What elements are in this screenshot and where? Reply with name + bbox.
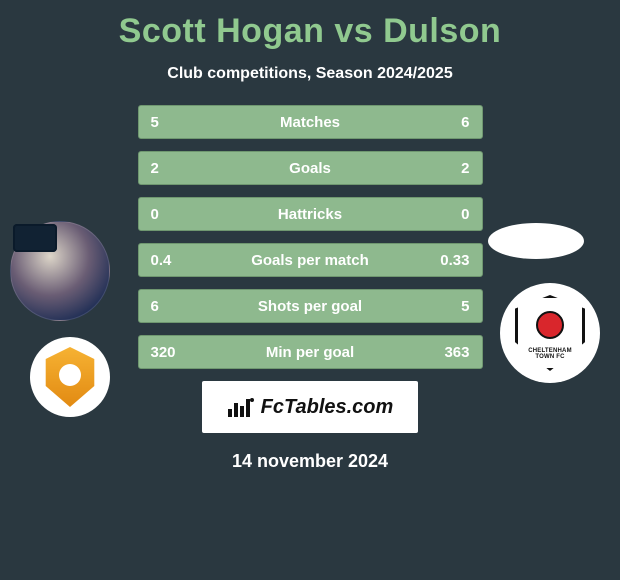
stat-label: Shots per goal xyxy=(201,298,420,315)
brand-text: FcTables.com xyxy=(261,396,394,419)
stat-label: Min per goal xyxy=(201,344,420,361)
stat-left-value: 5 xyxy=(151,114,201,131)
stat-right-value: 0.33 xyxy=(420,252,470,269)
stat-label: Goals xyxy=(201,160,420,177)
stat-label: Goals per match xyxy=(201,252,420,269)
club-badge-right-label: CHELTENHAM TOWN FC xyxy=(518,348,582,360)
date-label: 14 november 2024 xyxy=(0,451,620,472)
comparison-area: CHELTENHAM TOWN FC 5 Matches 6 2 Goals 2… xyxy=(0,105,620,369)
stat-left-value: 0.4 xyxy=(151,252,201,269)
shield-icon xyxy=(43,347,97,407)
stat-left-value: 6 xyxy=(151,298,201,315)
stat-left-value: 0 xyxy=(151,206,201,223)
stats-rows: 5 Matches 6 2 Goals 2 0 Hattricks 0 0.4 … xyxy=(138,105,483,369)
stat-row: 6 Shots per goal 5 xyxy=(138,289,483,323)
stat-row: 5 Matches 6 xyxy=(138,105,483,139)
player-right-photo xyxy=(488,223,584,259)
stat-right-value: 6 xyxy=(420,114,470,131)
stat-left-value: 2 xyxy=(151,160,201,177)
stat-row: 320 Min per goal 363 xyxy=(138,335,483,369)
stat-label: Matches xyxy=(201,114,420,131)
club-badge-left xyxy=(30,337,110,417)
stat-label: Hattricks xyxy=(201,206,420,223)
brand-banner[interactable]: FcTables.com xyxy=(202,381,418,433)
stat-row: 0 Hattricks 0 xyxy=(138,197,483,231)
player-left-photo xyxy=(10,221,110,321)
stat-right-value: 363 xyxy=(420,344,470,361)
stat-right-value: 2 xyxy=(420,160,470,177)
page-title: Scott Hogan vs Dulson xyxy=(0,0,620,51)
stat-row: 0.4 Goals per match 0.33 xyxy=(138,243,483,277)
stat-right-value: 0 xyxy=(420,206,470,223)
stat-right-value: 5 xyxy=(420,298,470,315)
stat-left-value: 320 xyxy=(151,344,201,361)
shield-icon: CHELTENHAM TOWN FC xyxy=(515,295,585,371)
subtitle: Club competitions, Season 2024/2025 xyxy=(0,65,620,83)
stat-row: 2 Goals 2 xyxy=(138,151,483,185)
club-badge-right: CHELTENHAM TOWN FC xyxy=(500,283,600,383)
bars-icon xyxy=(227,397,255,417)
